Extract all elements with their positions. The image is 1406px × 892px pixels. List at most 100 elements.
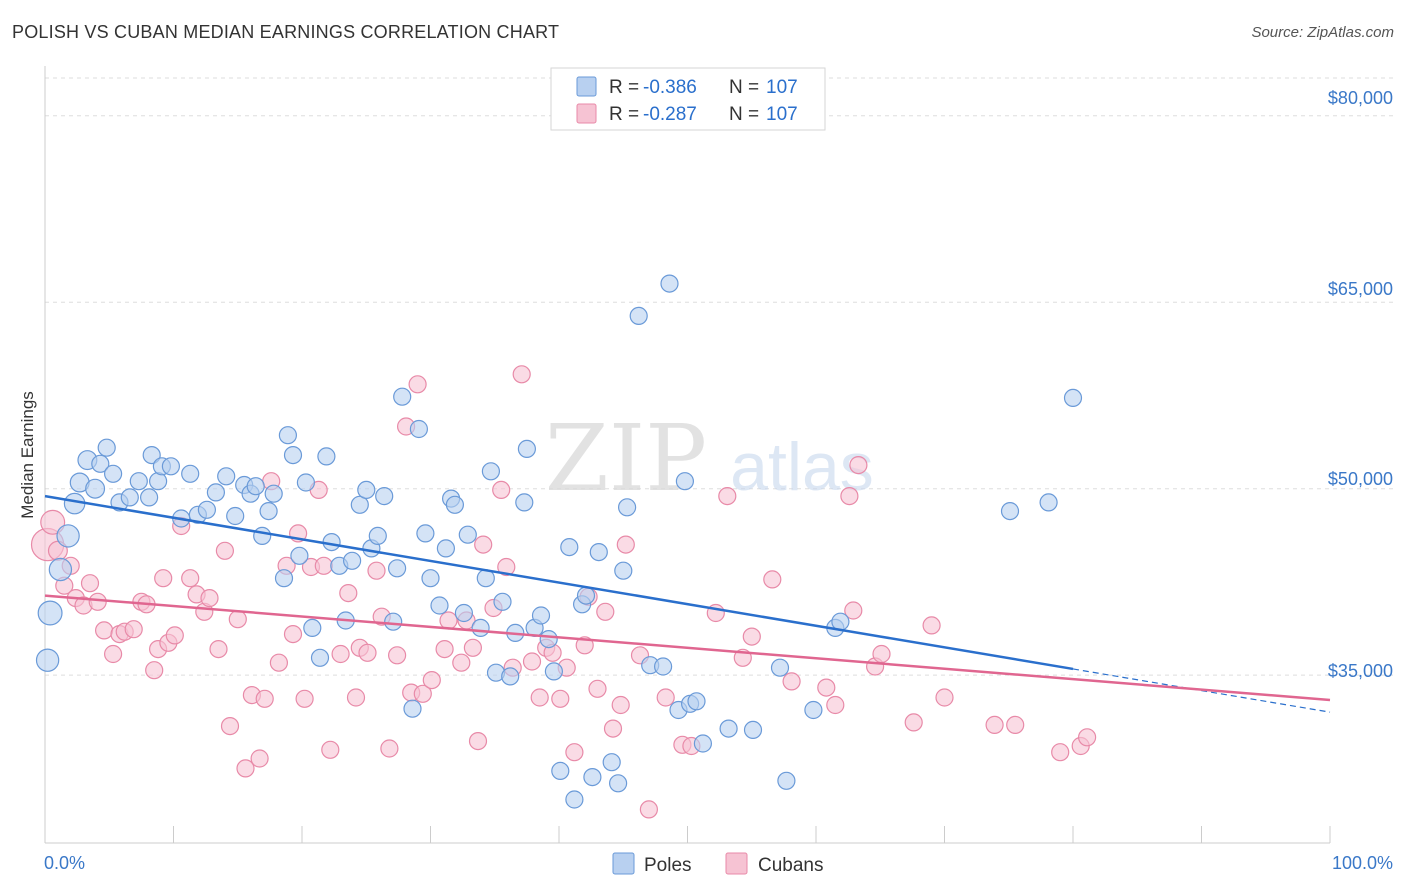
pole-point: [560, 537, 579, 557]
cuban-point: [181, 569, 200, 588]
pole-point: [743, 720, 763, 740]
pole-point: [384, 612, 403, 631]
cuban-point: [94, 621, 114, 640]
cuban-point: [492, 480, 511, 499]
pole-point: [149, 472, 168, 491]
cuban-point: [236, 759, 255, 778]
legend-series: Poles Cubans: [612, 852, 824, 876]
x-tick-label-min: 0.0%: [44, 853, 85, 873]
cuban-point: [565, 743, 584, 762]
cuban-point: [497, 557, 516, 577]
trend-lines: [44, 494, 1331, 713]
pole-point: [197, 500, 216, 519]
pole-point: [454, 603, 473, 623]
pole-point: [629, 306, 648, 325]
pole-point: [253, 526, 272, 546]
legend-poles-swatch: [576, 76, 597, 97]
pole-point: [343, 551, 362, 570]
cuban-point: [844, 601, 863, 620]
cuban-point: [596, 602, 615, 621]
cuban-point: [588, 679, 607, 698]
pole-point: [471, 618, 490, 638]
legend-bottom-cubans-swatch: [725, 852, 748, 875]
pole-point: [421, 569, 440, 588]
pole-point: [653, 657, 673, 676]
pole-point: [576, 586, 596, 605]
legend-poles-n-value: 107: [766, 77, 798, 98]
cuban-point: [826, 695, 845, 715]
pole-point: [445, 495, 464, 514]
pole-point: [804, 700, 823, 720]
cuban-point: [849, 456, 868, 475]
pole-point: [501, 667, 520, 686]
cuban-point: [763, 570, 782, 589]
legend-cubans-r-value: -0.287: [643, 104, 697, 125]
chart-source: Source: ZipAtlas.com: [1251, 24, 1394, 41]
cuban-point: [530, 688, 549, 707]
cuban-point: [611, 695, 630, 715]
pole-point: [436, 539, 455, 558]
poles-trend-line: [44, 494, 1074, 671]
y-axis-title: Median Earnings: [18, 391, 37, 519]
cuban-point: [603, 719, 623, 738]
pole-point: [274, 569, 294, 588]
pole-point: [37, 600, 63, 626]
chart-title: POLISH VS CUBAN MEDIAN EARNINGS CORRELAT…: [12, 22, 560, 42]
legend-cubans-n-value: 107: [766, 104, 798, 125]
legend-poles-r-label: R =: [609, 77, 639, 98]
pole-point: [140, 488, 159, 507]
cuban-point: [145, 661, 164, 680]
pole-point: [388, 559, 407, 578]
pole-point: [142, 446, 161, 465]
legend-bottom-poles-label: Poles: [644, 855, 692, 876]
pole-point: [296, 473, 315, 492]
cuban-point: [522, 652, 542, 671]
cuban-point: [380, 739, 399, 758]
y-tick-label-35000: $35,000: [1328, 661, 1393, 681]
legend-bottom-poles-swatch: [612, 852, 635, 875]
pole-point: [403, 699, 422, 718]
x-tick-label-max: 100.0%: [1332, 853, 1393, 873]
pole-point: [290, 546, 309, 565]
cuban-point: [200, 588, 219, 608]
pole-point: [303, 618, 322, 638]
pole-point: [531, 606, 551, 625]
watermark-zip: ZIP: [545, 405, 707, 512]
cuban-point: [463, 638, 482, 657]
cuban-point: [88, 592, 107, 611]
pole-point: [458, 525, 477, 544]
cuban-point: [124, 620, 143, 639]
pole-point: [617, 498, 637, 517]
cuban-point: [367, 561, 386, 580]
pole-point: [583, 767, 602, 787]
cuban-point: [616, 535, 635, 554]
cuban-point: [388, 646, 407, 665]
cuban-point: [452, 653, 471, 672]
legend-cubans-r-label: R =: [609, 104, 639, 125]
cuban-point: [346, 688, 366, 707]
cuban-point: [408, 375, 427, 394]
y-tick-label-65000: $65,000: [1328, 279, 1393, 299]
pole-point: [1063, 388, 1083, 407]
pole-point: [91, 454, 110, 473]
pole-point: [602, 753, 621, 772]
legend-cubans-n-label: N =: [729, 104, 759, 125]
cuban-point: [551, 689, 570, 708]
pole-point: [375, 487, 394, 506]
pole-point: [493, 592, 512, 611]
cuban-point: [358, 643, 377, 662]
pole-point: [589, 542, 608, 562]
cuban-point: [935, 688, 954, 707]
pole-point: [48, 557, 73, 582]
cuban-point: [512, 365, 531, 384]
cuban-point: [165, 626, 184, 645]
pole-point: [481, 462, 500, 481]
pole-point: [515, 493, 534, 512]
pole-point: [614, 561, 633, 580]
y-tick-label-80000: $80,000: [1328, 88, 1393, 108]
pole-point: [770, 658, 790, 677]
cuban-point: [439, 611, 458, 630]
grid-lines: [45, 77, 1393, 676]
pole-point: [317, 447, 336, 466]
